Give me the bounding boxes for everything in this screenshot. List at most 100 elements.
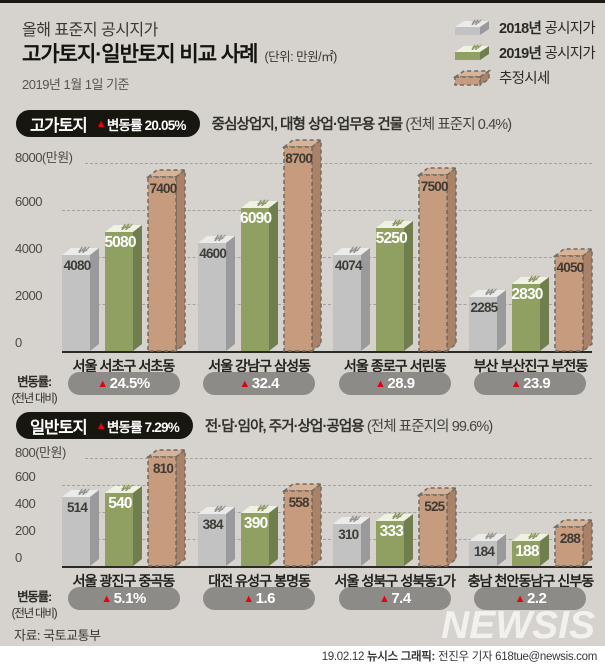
rate-pill-cell: ▲ 32.4: [198, 372, 321, 395]
y-tick-label: 800(만원): [15, 445, 66, 460]
rate-pill-value: 24.5%: [109, 375, 151, 392]
newsis-logo: NEWSIS: [441, 604, 595, 647]
y-tick-label: 400: [15, 496, 36, 511]
section-header-expensive-land: 고가토지 ▲ 변동률 20.05% 중심상업지, 대형 상업·업무용 건물 (전체…: [16, 110, 599, 137]
bar-group: ₩4600 ₩6090 8700: [197, 138, 323, 353]
bar-2018-official: ₩514: [62, 487, 99, 566]
legend-item-est: 추정시세: [452, 65, 595, 90]
bar-2018-official: ₩310: [333, 514, 371, 566]
bar-estimated-price: [452, 69, 492, 87]
bar-2018-official: ₩184: [468, 531, 506, 566]
up-triangle-icon: ▲: [239, 377, 250, 390]
bar-value-label: 514: [66, 500, 88, 515]
bar-estimated-price: 288: [552, 518, 595, 568]
rate-pill-cell: ▲ 24.5%: [62, 372, 185, 395]
bar-2019-official: ₩5250: [375, 218, 414, 351]
bar-2019-official: ₩390: [240, 503, 278, 566]
badge-expensive-land: 고가토지 ▲ 변동률 20.05%: [16, 110, 200, 137]
bar-value-label: 4074: [334, 258, 363, 273]
bar-value-label: 184: [473, 544, 495, 559]
data-source: 자료: 국토교통부: [14, 628, 101, 643]
bar-value-label: 810: [152, 461, 174, 476]
rate-pill-cell: ▲ 23.9: [469, 372, 592, 395]
bar-value-label: 6090: [240, 210, 272, 227]
bar-value-label: 4080: [63, 258, 92, 273]
y-tick-label: 600: [15, 469, 36, 484]
rate-pill-cell: ▲ 1.6: [198, 587, 321, 610]
change-rate-label-line1: 변동률:: [17, 590, 52, 604]
change-rate-pills: ▲ 24.5% ▲ 32.4 ▲ 28.9 ▲ 23.9: [62, 372, 592, 395]
chart-expensive-land: 8000(만원) 6000 4000 2000 0 ₩4080 ₩5080 7400 ₩4600…: [0, 138, 605, 376]
section-description-main: 전·답·임야, 주거·상업·공업용: [204, 419, 365, 435]
bar-value-label: 310: [338, 527, 359, 542]
change-rate-pills: ▲ 5.1% ▲ 1.6 ▲ 7.4 ▲ 2.2: [62, 587, 592, 610]
category-label: 서울 성북구 성북동1가: [334, 573, 456, 589]
bar-2019-official: ₩2830: [511, 274, 549, 351]
y-tick-label: 6000: [15, 194, 42, 209]
bar-2019-official: ₩540: [105, 483, 142, 566]
badge-change-rate-text: 변동률 20.05%: [106, 117, 187, 133]
legend-label: 추정시세: [499, 71, 550, 87]
bar-groups: ₩514 ₩540 810 ₩384 ₩390 558 ₩310 ₩333 525 ₩184 ₩18…: [62, 448, 595, 568]
bar-2018-official: ₩: [455, 18, 489, 35]
gridline: [85, 163, 592, 164]
bar-group: ₩184 ₩188 288: [468, 458, 595, 568]
up-triangle-icon: ▲: [95, 419, 107, 432]
bar-2019-official: ₩: [455, 43, 489, 60]
legend-y2019-slab-icon: ₩: [455, 43, 491, 61]
bar-value-label: 7500: [420, 179, 449, 194]
bar-estimated-price: 7500: [417, 166, 459, 353]
bar-group: ₩310 ₩333 525: [333, 458, 459, 568]
bar-value-label: 2830: [511, 286, 543, 303]
category-labels: 서울 서초구 서초동 서울 강남구 삼성동 서울 종로구 서린동 부산 부산진구 부전…: [62, 356, 592, 376]
category-label: 서울 서초구 서초동: [72, 358, 176, 374]
bar-estimated-price: 525: [417, 486, 459, 568]
change-rate-label-line2: (전년 대비): [11, 608, 58, 620]
up-triangle-icon: ▲: [95, 117, 107, 130]
legend-est-slab-icon: [452, 69, 492, 87]
bar-value-label: 540: [108, 495, 132, 512]
bar-2018-official: ₩4600: [197, 233, 235, 351]
gridline: [62, 485, 592, 486]
bar-group: ₩4074 ₩5250 7500: [333, 163, 459, 353]
rate-pill-value: 5.1%: [113, 590, 147, 607]
bar-group: ₩384 ₩390 558: [197, 458, 323, 568]
gridline: [62, 304, 592, 305]
up-triangle-icon: ▲: [378, 592, 390, 605]
category-label: 부산 부산진구 부전동: [473, 358, 589, 374]
gridline: [62, 210, 592, 211]
bar-group: ₩4080 ₩5080 7400: [62, 163, 188, 353]
rate-pill-value: 32.4: [251, 375, 280, 392]
y-tick-label: 2000: [15, 288, 42, 303]
rate-pill: ▲ 2.2: [474, 587, 587, 610]
bar-value-label: 4600: [199, 246, 227, 261]
y-tick-label: 0: [15, 550, 22, 565]
category-label: 서울 강남구 삼성동: [208, 358, 311, 374]
page-kicker: 올해 표준지 공시지가: [22, 22, 158, 39]
change-rate-row-general: 변동률: (전년 대비) ▲ 5.1% ▲ 1.6 ▲ 7.4 ▲ 2.2: [0, 587, 605, 620]
change-rate-label: 변동률: (전년 대비): [6, 371, 62, 406]
bar-group: ₩2285 ₩2830 4050: [468, 163, 595, 353]
bar-value-label: 5250: [375, 230, 408, 247]
y-tick-label: 8000(만원): [15, 150, 73, 165]
legend-item-y2019: ₩2019년 공시지가: [455, 40, 596, 65]
up-triangle-icon: ▲: [243, 592, 254, 605]
section-description-note: (전체 표준지의 99.6%): [366, 419, 493, 435]
credit-label: 뉴시스 그래픽:: [366, 651, 436, 663]
bar-value-label: 525: [424, 499, 445, 514]
rate-pill-cell: ▲ 7.4: [333, 587, 456, 610]
rate-pill: ▲ 7.4: [338, 587, 451, 610]
bar-value-label: 2285: [470, 300, 499, 315]
legend-item-y2018: ₩2018년 공시지가: [455, 15, 596, 40]
x-axis-line: [62, 351, 592, 353]
rate-pill-value: 7.4: [391, 590, 411, 607]
category-labels: 서울 광진구 중곡동 대전 유성구 봉명동 서울 성북구 성북동1가 충남 천안동남구…: [62, 571, 595, 591]
rate-pill: ▲ 24.5%: [67, 372, 180, 395]
credit-date: 19.02.12: [321, 651, 365, 663]
legend-label: 2019년 공시지가: [499, 46, 596, 62]
bottom-strip: 19.02.12 뉴시스 그래픽: 전진우 기자 618tue@newsis.c…: [0, 646, 605, 665]
rate-pill: ▲ 23.9: [474, 372, 587, 395]
legend-label: 2018년 공시지가: [499, 21, 596, 37]
badge-general-land: 일반토지 ▲ 변동률 7.29%: [16, 412, 193, 439]
legend-y2018-slab-icon: ₩: [455, 18, 491, 36]
